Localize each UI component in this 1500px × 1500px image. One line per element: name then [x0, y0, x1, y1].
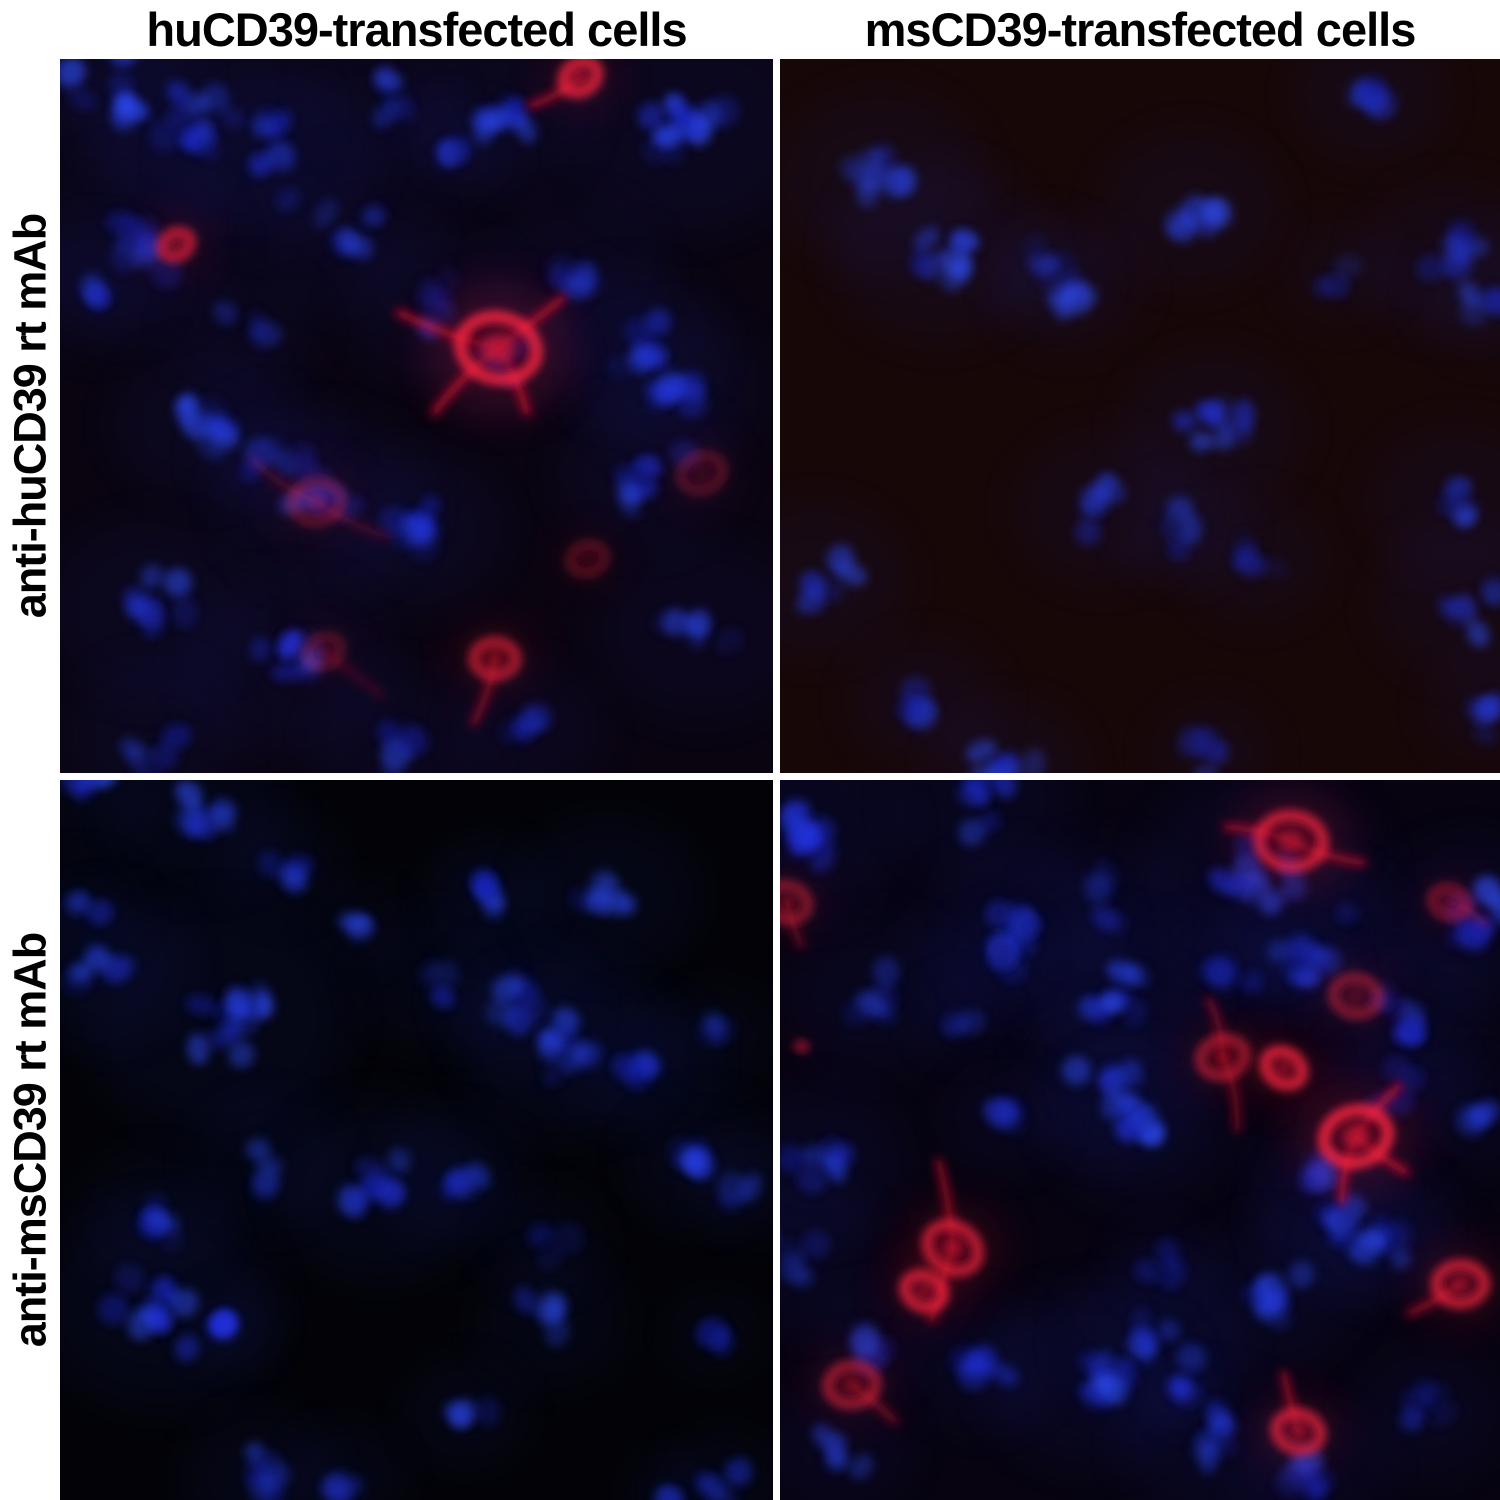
row-label-text: anti-msCD39 rt mAb — [4, 932, 56, 1348]
micrograph-hucd39-cells-anti-hucd39-mab — [60, 59, 773, 773]
row-label-anti-mscd39: anti-msCD39 rt mAb — [0, 780, 60, 1500]
micrograph-mscd39-cells-anti-hucd39-mab — [780, 59, 1500, 773]
row-label-text: anti-huCD39 rt mAb — [4, 213, 56, 619]
row-label-anti-hucd39: anti-huCD39 rt mAb — [0, 59, 60, 773]
micrograph-image — [60, 780, 773, 1500]
micrograph-mscd39-cells-anti-mscd39-mab — [780, 780, 1500, 1500]
micrograph-image — [780, 780, 1500, 1500]
column-header-hucd39-cells: huCD39-transfected cells — [60, 0, 773, 59]
column-header-label: huCD39-transfected cells — [146, 3, 687, 56]
micrograph-hucd39-cells-anti-mscd39-mab — [60, 780, 773, 1500]
micrograph-image — [780, 59, 1500, 773]
column-header-mscd39-cells: msCD39-transfected cells — [780, 0, 1500, 59]
micrograph-image — [60, 59, 773, 773]
column-header-label: msCD39-transfected cells — [864, 3, 1417, 56]
